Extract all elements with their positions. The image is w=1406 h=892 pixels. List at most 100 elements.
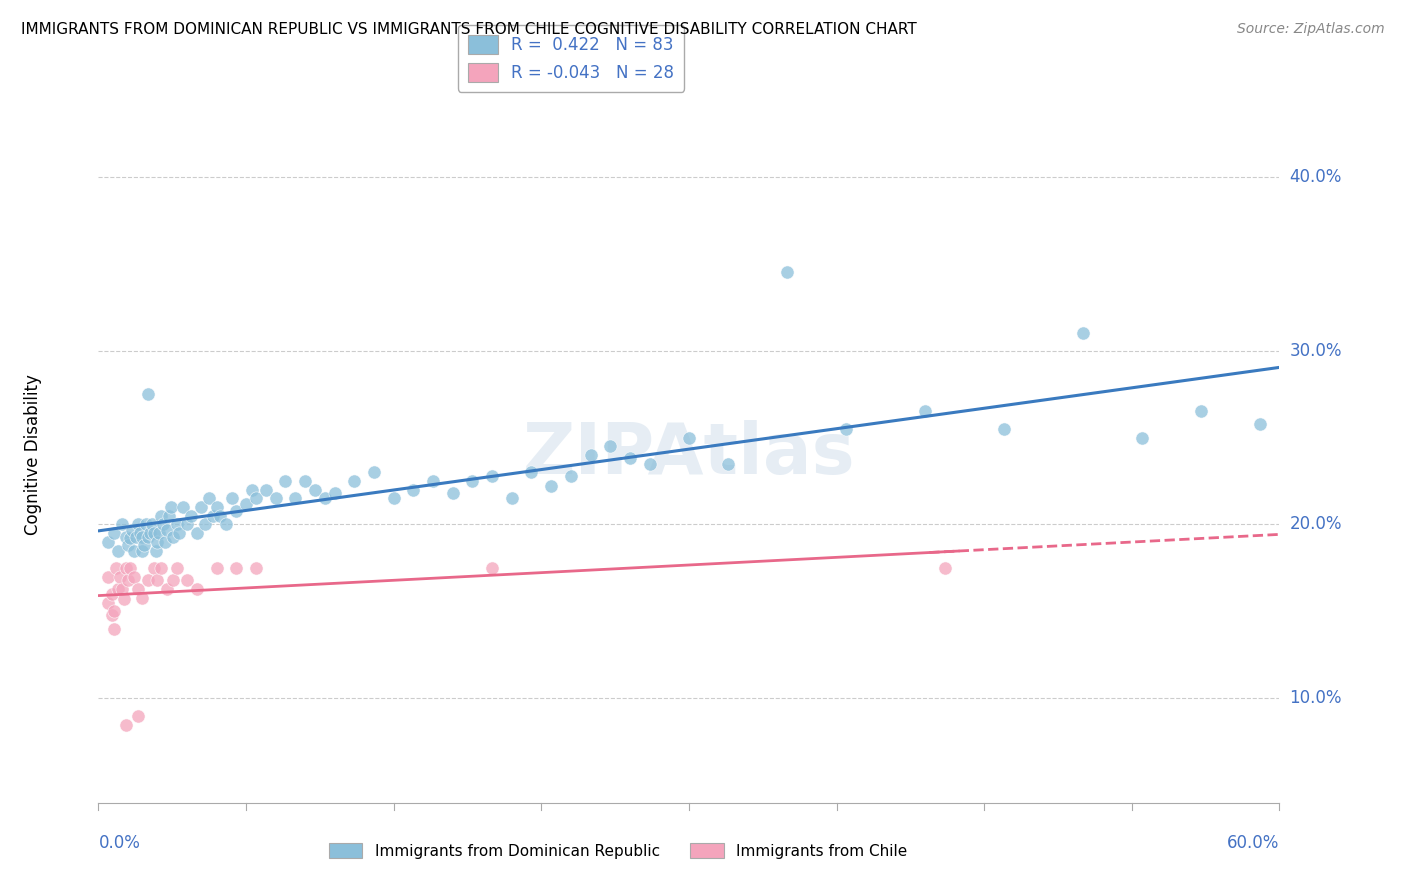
Text: ZIPAtlas: ZIPAtlas — [523, 420, 855, 490]
Point — [142, 561, 165, 575]
Text: 30.0%: 30.0% — [1289, 342, 1341, 359]
Point — [107, 582, 129, 596]
Point — [117, 538, 139, 552]
Point — [125, 530, 148, 544]
Text: Source: ZipAtlas.com: Source: ZipAtlas.com — [1237, 22, 1385, 37]
Point — [107, 543, 129, 558]
Point — [141, 517, 163, 532]
Point — [194, 517, 217, 532]
Point — [160, 500, 183, 514]
Point — [157, 508, 180, 523]
Point — [678, 430, 700, 444]
Point — [993, 422, 1015, 436]
Point — [132, 538, 155, 552]
Point — [240, 483, 263, 497]
Point — [176, 573, 198, 587]
Point — [323, 486, 346, 500]
Point — [201, 508, 224, 523]
Point — [225, 503, 247, 517]
Text: 0.0%: 0.0% — [98, 834, 141, 852]
Point — [638, 457, 661, 471]
Point — [209, 508, 232, 523]
Point — [481, 468, 503, 483]
Point — [717, 457, 740, 471]
Point — [284, 491, 307, 506]
Point — [205, 500, 228, 514]
Point — [190, 500, 212, 514]
Text: Cognitive Disability: Cognitive Disability — [24, 375, 42, 535]
Point — [146, 534, 169, 549]
Point — [115, 717, 138, 731]
Point — [135, 517, 157, 532]
Point — [103, 605, 125, 619]
Point — [156, 523, 179, 537]
Legend: Immigrants from Dominican Republic, Immigrants from Chile: Immigrants from Dominican Republic, Immi… — [322, 837, 914, 864]
Point — [314, 491, 336, 506]
Point — [105, 561, 128, 575]
Point — [111, 517, 134, 532]
Point — [274, 474, 297, 488]
Point — [501, 491, 523, 506]
Point — [176, 517, 198, 532]
Point — [235, 497, 257, 511]
Point — [127, 582, 149, 596]
Point — [97, 534, 120, 549]
Point — [186, 526, 208, 541]
Point — [264, 491, 287, 506]
Text: 20.0%: 20.0% — [1289, 516, 1341, 533]
Point — [121, 523, 143, 537]
Point — [117, 573, 139, 587]
Point — [148, 526, 170, 541]
Point — [382, 491, 405, 506]
Point — [172, 500, 194, 514]
Point — [225, 561, 247, 575]
Point — [103, 622, 125, 636]
Point — [162, 573, 184, 587]
Point — [835, 422, 858, 436]
Point — [162, 530, 184, 544]
Point — [197, 491, 219, 506]
Point — [128, 526, 150, 541]
Point — [1071, 326, 1094, 341]
Point — [136, 530, 159, 544]
Point — [101, 607, 124, 622]
Point — [118, 532, 141, 546]
Point — [103, 526, 125, 541]
Point — [142, 526, 165, 541]
Point — [221, 491, 243, 506]
Point — [1249, 417, 1271, 431]
Point — [579, 448, 602, 462]
Point — [136, 387, 159, 401]
Text: 10.0%: 10.0% — [1289, 690, 1341, 707]
Point — [205, 561, 228, 575]
Point — [127, 708, 149, 723]
Point — [97, 596, 120, 610]
Point — [619, 451, 641, 466]
Point — [111, 582, 134, 596]
Point — [136, 573, 159, 587]
Point — [118, 561, 141, 575]
Point — [402, 483, 425, 497]
Point — [150, 561, 173, 575]
Point — [186, 582, 208, 596]
Point — [122, 569, 145, 583]
Point — [441, 486, 464, 500]
Point — [166, 561, 188, 575]
Point — [540, 479, 562, 493]
Point — [127, 517, 149, 532]
Point — [215, 517, 238, 532]
Point — [560, 468, 582, 483]
Point — [166, 517, 188, 532]
Point — [131, 530, 153, 544]
Point — [101, 587, 124, 601]
Point — [245, 491, 267, 506]
Point — [115, 530, 138, 544]
Point — [145, 543, 167, 558]
Point — [131, 591, 153, 605]
Text: 40.0%: 40.0% — [1289, 168, 1341, 186]
Point — [152, 517, 174, 532]
Point — [461, 474, 484, 488]
Point — [343, 474, 366, 488]
Point — [520, 466, 543, 480]
Point — [97, 569, 120, 583]
